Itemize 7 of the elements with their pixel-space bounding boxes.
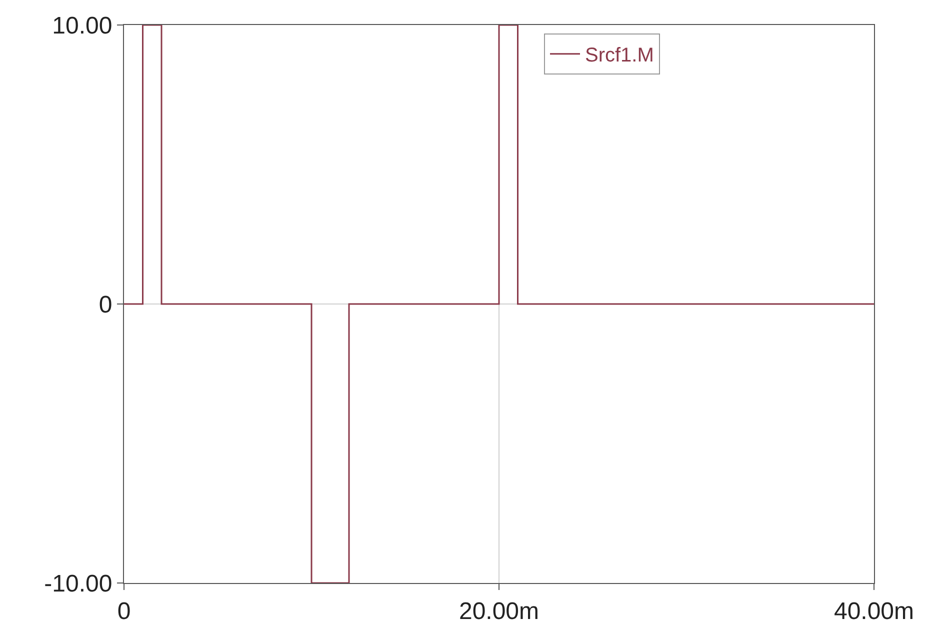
y-tick-label: 0 [98, 291, 112, 318]
y-tick-label: 10.00 [52, 12, 112, 40]
y-tick-label: -10.00 [44, 570, 112, 598]
x-tick-label: 20.00m [458, 598, 540, 625]
legend-label: Srcf1.M [585, 44, 654, 67]
x-tick-label: 0 [117, 598, 131, 625]
x-tick-label: 40.00m [834, 598, 914, 625]
